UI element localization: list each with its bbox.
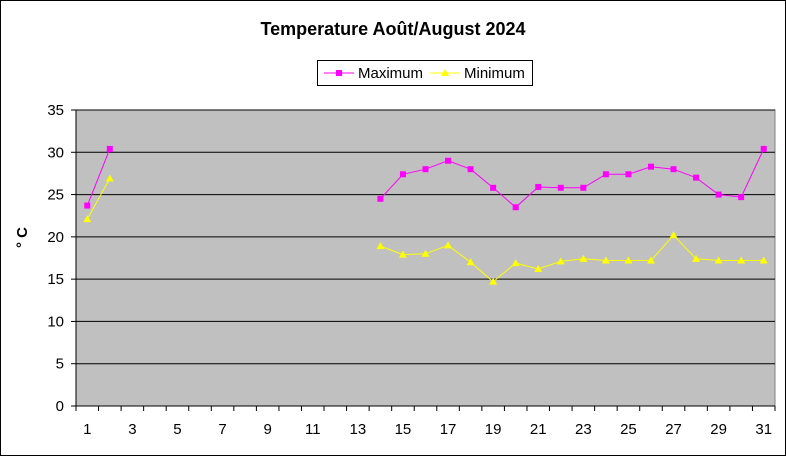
y-axis-label: ° C (14, 227, 31, 248)
chart-title: Temperature Août/August 2024 (260, 19, 526, 39)
legend-label-minimum: Minimum (464, 64, 525, 82)
legend-label-maximum: Maximum (358, 64, 424, 82)
legend-swatch-minimum (430, 66, 460, 80)
legend-item-maximum: Maximum (324, 61, 423, 85)
legend-item-minimum: Minimum (430, 61, 525, 85)
legend: Maximum Minimum (317, 60, 533, 86)
legend-swatch-maximum (324, 66, 354, 80)
